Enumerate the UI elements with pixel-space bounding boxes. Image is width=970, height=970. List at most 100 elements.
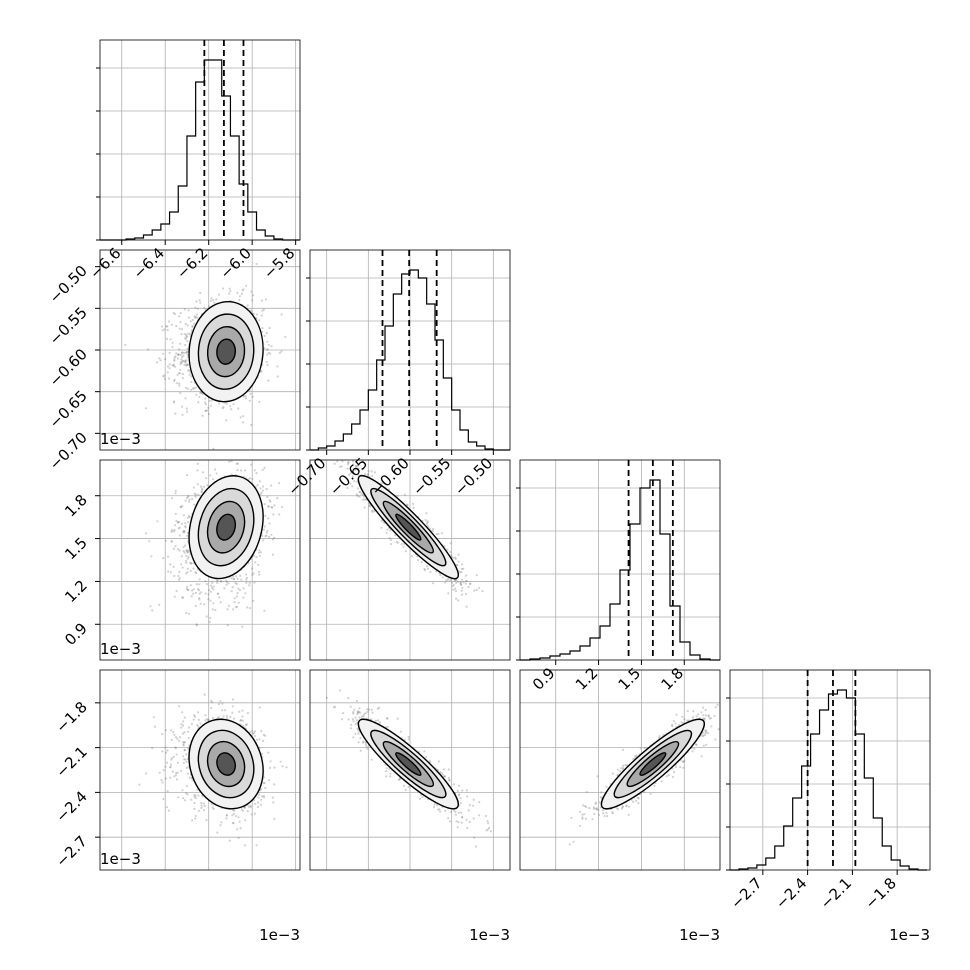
sample-point [185,559,188,563]
sample-point [199,602,202,605]
sample-point [237,407,240,410]
sample-point [263,525,266,528]
sample-point [197,794,200,797]
sample-point [261,489,264,492]
sample-point [241,421,245,424]
sample-point [460,563,464,566]
sample-point [258,554,262,558]
sample-point [412,506,415,509]
sample-point [178,327,181,330]
sample-point [179,372,182,375]
sample-point [207,412,210,416]
sample-point [168,320,171,323]
sample-point [183,799,187,802]
sample-point [192,486,195,489]
sample-point [236,469,239,472]
sample-point [182,550,185,553]
sample-point [186,516,189,520]
sample-point [191,589,194,592]
sample-point [169,765,172,768]
sample-point [219,700,222,703]
sample-point [163,374,166,377]
sample-point [172,731,175,734]
sample-point [246,810,249,813]
sample-point [173,733,176,737]
sample-point [385,531,388,534]
sample-point [170,323,173,326]
sample-point [173,312,177,316]
sample-point [204,580,207,583]
sample-point [189,320,192,323]
sample-point [202,485,205,488]
sample-point [173,356,176,359]
sample-point [267,751,270,754]
sample-point [252,312,255,315]
sample-point [185,363,188,366]
sample-point [253,730,257,733]
sample-point [169,338,172,341]
sample-point [222,715,225,718]
sample-point [172,547,176,551]
sample-point [225,716,229,720]
sample-point [279,760,282,763]
sample-point [165,761,169,764]
sample-point [164,729,167,732]
sample-point [225,402,228,405]
sample-point [197,725,200,728]
sample-point [181,351,184,354]
sample-point [194,591,198,595]
sample-point [180,358,183,361]
sample-point [255,472,258,475]
sample-point [235,595,238,598]
sample-point [186,534,189,538]
sample-point [177,578,181,581]
sample-point [193,492,196,495]
sample-point [192,387,196,390]
sample-point [240,578,243,581]
sample-point [260,370,263,373]
sample-point [259,803,263,807]
sample-point [212,588,215,591]
sample-point [273,817,276,821]
sample-point [158,357,161,360]
sample-point [188,776,191,779]
sample-point [217,716,220,719]
sample-point [273,536,276,539]
sample-point [263,466,266,469]
sample-point [455,597,458,600]
sample-point [170,497,174,500]
sample-point [205,615,208,618]
sample-point [180,361,183,364]
sample-point [177,527,180,530]
sample-point [207,719,210,722]
sample-point [258,706,261,709]
sample-point [269,500,272,503]
sample-point [211,701,214,704]
sample-point [204,409,207,412]
sample-point [185,554,188,557]
sample-point [210,707,213,710]
sample-point [181,359,184,362]
sample-point [177,353,180,356]
sample-point [184,526,187,529]
sample-point [190,329,193,332]
sample-point [265,534,268,537]
sample-point [236,828,239,831]
sample-point [268,766,271,770]
sample-point [193,807,196,811]
sample-point [185,407,188,410]
sample-point [195,797,198,800]
sample-point [262,308,265,311]
sample-point [172,363,175,366]
sample-point [184,337,187,340]
sample-point [242,415,245,418]
sample-point [248,399,251,402]
sample-point [186,347,189,350]
sample-point [177,353,180,356]
sample-point [246,606,249,609]
sample-point [225,583,228,586]
sample-point [181,711,184,714]
sample-point [172,401,176,404]
sample-point [187,495,190,498]
sample-point [266,348,269,351]
